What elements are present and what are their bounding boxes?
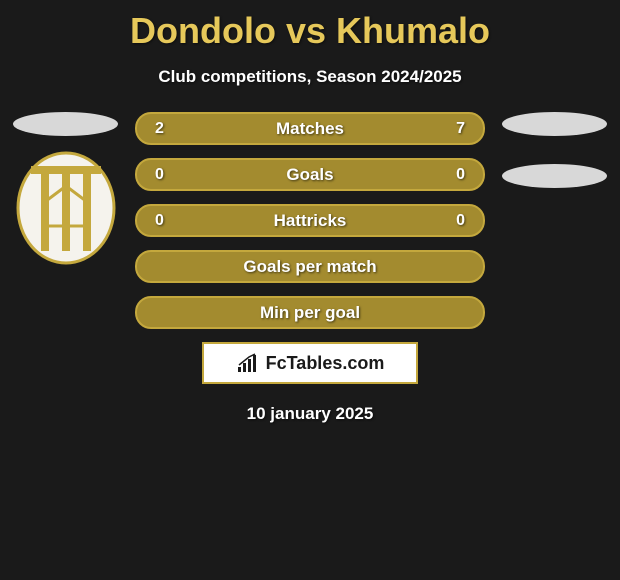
player-right-placeholder-2 [502, 164, 607, 188]
left-column [8, 112, 123, 266]
stat-value-left: 0 [155, 212, 175, 230]
stat-bars: 2 Matches 7 0 Goals 0 0 Hattricks 0 Goal… [135, 112, 485, 329]
stat-value-right: 7 [445, 120, 465, 138]
stat-bar-matches: 2 Matches 7 [135, 112, 485, 145]
stat-label: Goals per match [243, 257, 376, 277]
stat-label: Hattricks [274, 211, 347, 231]
player-right-placeholder-1 [502, 112, 607, 136]
stat-bar-goals: 0 Goals 0 [135, 158, 485, 191]
stat-label: Min per goal [260, 303, 360, 323]
player-left-placeholder [13, 112, 118, 136]
subtitle: Club competitions, Season 2024/2025 [0, 67, 620, 87]
chart-icon [236, 353, 262, 373]
stat-bar-goals-per-match: Goals per match [135, 250, 485, 283]
right-column [497, 112, 612, 188]
stat-bar-hattricks: 0 Hattricks 0 [135, 204, 485, 237]
stat-value-left: 0 [155, 166, 175, 184]
stat-value-right: 0 [445, 166, 465, 184]
stat-label: Matches [276, 119, 344, 139]
stat-value-left: 2 [155, 120, 175, 138]
date-label: 10 january 2025 [0, 404, 620, 424]
brand-text: FcTables.com [266, 353, 385, 374]
comparison-area: 2 Matches 7 0 Goals 0 0 Hattricks 0 Goal… [0, 112, 620, 329]
stat-value-right: 0 [445, 212, 465, 230]
club-crest-left [16, 151, 116, 266]
stat-bar-min-per-goal: Min per goal [135, 296, 485, 329]
stat-label: Goals [286, 165, 333, 185]
page-title: Dondolo vs Khumalo [0, 0, 620, 52]
brand-badge: FcTables.com [202, 342, 418, 384]
